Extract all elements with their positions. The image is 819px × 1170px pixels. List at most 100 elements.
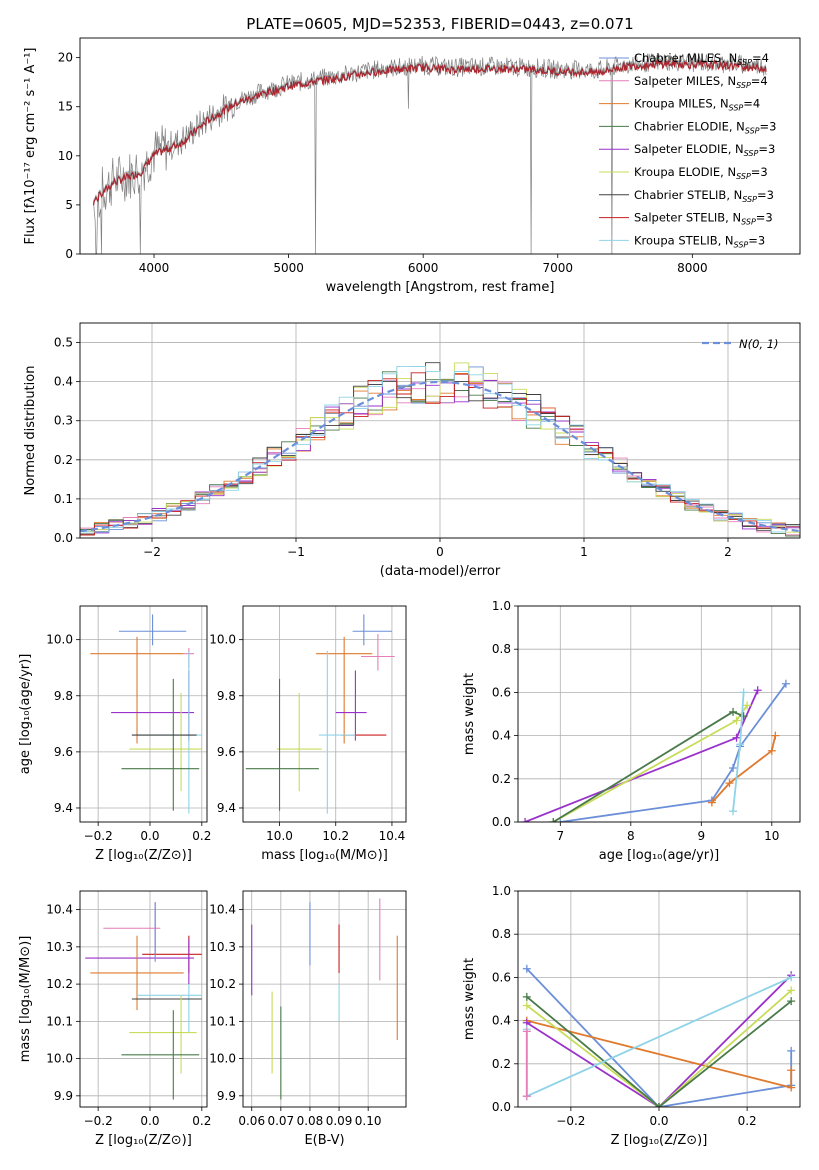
x-tick-label: 0.2 <box>192 829 211 843</box>
y-tick-label: 0.2 <box>492 772 511 786</box>
x-tick-label: 5000 <box>273 261 304 275</box>
axes-frame <box>517 605 801 823</box>
point-marker-kroupa_miles <box>787 1083 796 1092</box>
x-tick-label: 0 <box>436 545 444 559</box>
x-tick-label: 9 <box>697 829 705 843</box>
y-tick-label: 20 <box>58 51 73 65</box>
x-axis-label: Z [log₁₀(Z/Z⊙)] <box>95 1133 192 1148</box>
y-tick-label: 5 <box>65 198 73 212</box>
x-tick-label: 0.0 <box>649 1114 668 1128</box>
point-marker-kroupa_stelib <box>787 973 796 982</box>
legend-entry-salpeter_elodie: Salpeter ELODIE, NSSP=3 <box>634 142 775 158</box>
x-tick-label: 0.07 <box>267 1114 294 1128</box>
x-tick-label: −0.2 <box>556 1114 585 1128</box>
y-tick-label: 10.3 <box>46 940 73 954</box>
x-tick-label: 10.0 <box>266 829 293 843</box>
y-tick-label: 0.2 <box>54 453 73 467</box>
series-line-chabrier_elodie <box>526 996 792 1107</box>
y-tick-label: 9.6 <box>217 745 236 759</box>
y-tick-label: 0.1 <box>54 492 73 506</box>
model-line-salpeter_stelib <box>93 59 767 206</box>
y-axis-label: Flux [fλ10⁻¹⁷ erg cm⁻² s⁻¹ A⁻¹] <box>23 48 38 245</box>
x-tick-label: 0.06 <box>238 1114 265 1128</box>
axes-frame <box>517 890 801 1108</box>
legend-entry-chabrier_stelib: Chabrier STELIB, NSSP=3 <box>634 188 774 204</box>
axes-frame <box>79 605 208 823</box>
legend-entry-salpeter_miles: Salpeter MILES, NSSP=4 <box>634 74 768 90</box>
x-tick-label: −2 <box>143 545 161 559</box>
x-axis-label: Z [log₁₀(Z/Z⊙)] <box>611 1133 708 1148</box>
axes-frame <box>242 605 407 823</box>
normal-curve <box>80 380 800 533</box>
x-tick-label: 8 <box>627 829 635 843</box>
legend-entry-chabrier_elodie: Chabrier ELODIE, NSSP=3 <box>634 119 776 135</box>
y-tick-label: 1.0 <box>492 599 511 613</box>
x-tick-label: 2 <box>724 545 732 559</box>
point-marker-kroupa_miles <box>707 798 716 807</box>
y-tick-label: 0.0 <box>492 1100 511 1114</box>
y-tick-label: 10.0 <box>46 633 73 647</box>
x-axis-label: (data-model)/error <box>380 564 501 579</box>
histogram-kroupa_elodie <box>80 362 800 533</box>
x-axis-label: mass [log₁₀(M/M⊙)] <box>261 848 388 863</box>
x-axis-label: wavelength [Angstrom, rest frame] <box>326 280 555 295</box>
chart-age-vs-mass: 10.0 10.2 10.4 9.4 9.6 9.8 10.0 mass [log₁₀(M/M… <box>209 605 407 863</box>
x-tick-label: 7 <box>556 829 564 843</box>
plot-area-age-vs-Z <box>90 614 202 814</box>
point-marker-chabrier_miles <box>729 764 738 772</box>
y-tick-label: 10.0 <box>209 1052 236 1066</box>
x-axis-label: E(B-V) <box>304 1133 344 1148</box>
y-tick-label: 9.4 <box>217 801 236 815</box>
x-tick-label: 0.09 <box>326 1114 353 1128</box>
y-tick-label: 0.0 <box>492 815 511 829</box>
point-marker-kroupa_stelib <box>729 807 738 816</box>
y-tick-label: 0.6 <box>492 685 511 699</box>
plot-area-mass-vs-ebv <box>251 898 398 1100</box>
point-marker-kroupa_miles <box>787 1066 796 1075</box>
chart-mass-weight-vs-Z: −0.2 0.0 0.2 0.0 0.2 0.4 0.6 0.8 1.0 Z [log₁₀(Z/Z… <box>462 884 801 1148</box>
y-tick-label: 0.5 <box>54 336 73 350</box>
point-marker-salpeter_elodie <box>753 686 762 695</box>
y-tick-label: 0.0 <box>54 531 73 545</box>
legend-entry-kroupa_stelib: Kroupa STELIB, NSSP=3 <box>634 233 765 249</box>
point-marker-kroupa_stelib <box>736 740 745 749</box>
point-marker-chabrier_elodie <box>787 997 796 1006</box>
y-tick-label: 0.4 <box>492 729 511 743</box>
y-tick-label: 1.0 <box>492 884 511 898</box>
series-line-chabrier_elodie <box>552 710 744 822</box>
point-marker-salpeter_elodie <box>521 818 530 822</box>
plot-area-mass-vs-Z <box>85 902 202 1100</box>
y-tick-label: 10.2 <box>46 977 73 991</box>
point-marker-chabrier_miles <box>556 818 565 822</box>
x-tick-label: 0.2 <box>192 1114 211 1128</box>
y-tick-label: 15 <box>58 100 73 114</box>
point-marker-salpeter_miles <box>522 1092 531 1101</box>
plot-area-mass-weight-vs-Z <box>522 964 796 1107</box>
point-marker-kroupa_elodie <box>787 986 796 995</box>
chart-mass-vs-ebv: 0.06 0.07 0.08 0.09 0.10 9.9 10.0 10.1 10.2 10.3 1… <box>209 890 407 1148</box>
x-tick-label: 0.0 <box>140 829 159 843</box>
histogram-kroupa_stelib <box>80 366 800 533</box>
point-marker-chabrier_miles <box>781 679 790 688</box>
point-marker-kroupa_stelib <box>739 688 748 697</box>
point-marker-chabrier_elodie <box>729 707 738 716</box>
legend-entry-kroupa_miles: Kroupa MILES, NSSP=4 <box>634 97 760 113</box>
point-marker-salpeter_miles <box>522 1027 531 1036</box>
x-tick-label: −0.2 <box>84 1114 113 1128</box>
y-tick-label: 0.4 <box>54 375 73 389</box>
y-axis-label: age [log₁₀(age/yr)] <box>18 654 33 775</box>
chart-title: PLATE=0605, MJD=52353, FIBERID=0443, z=0… <box>246 15 633 33</box>
x-tick-label: 0.10 <box>355 1114 382 1128</box>
x-tick-label: 0.08 <box>297 1114 324 1128</box>
y-tick-label: 10.0 <box>46 1052 73 1066</box>
y-axis-label: mass weight <box>462 958 477 1040</box>
x-tick-label: 0.0 <box>140 1114 159 1128</box>
plot-area-mass-weight-vs-age <box>521 679 790 822</box>
legend-entry-chabrier_miles: Chabrier MILES, NSSP=4 <box>634 51 769 67</box>
point-marker-kroupa_miles <box>767 746 776 755</box>
plot-area-spectrum <box>93 52 767 254</box>
y-tick-label: 0.8 <box>492 642 511 656</box>
point-marker-chabrier_elodie <box>522 992 531 1001</box>
point-marker-kroupa_elodie <box>732 716 741 725</box>
y-tick-label: 10.2 <box>209 977 236 991</box>
